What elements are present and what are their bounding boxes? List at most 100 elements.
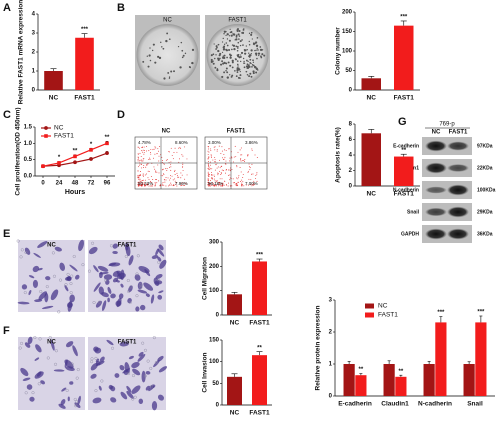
flow-event [209,182,211,184]
flow-event [213,176,215,178]
colony [223,71,226,74]
legend-label: NC [378,303,388,310]
colony [243,62,245,64]
colony [231,74,234,77]
blot-band [447,141,469,151]
flow-event [137,175,139,177]
cell [141,370,146,383]
significance: * [58,155,61,161]
colony [151,49,154,52]
colony [210,54,213,57]
flow-event [147,177,149,179]
flow-event [154,183,156,185]
colony [191,61,194,65]
colony [251,65,253,68]
colony [226,44,229,47]
flow-event [143,165,145,166]
cell [157,256,162,262]
flow-event [245,184,247,186]
flow-event [141,147,143,148]
flow-event [207,161,209,163]
pore [74,404,78,408]
y-tick-label: 2 [329,330,333,336]
flow-event [170,184,172,186]
flow-event [240,154,242,156]
significance: *** [477,310,485,316]
colony [236,28,239,31]
flow-event [240,147,242,149]
colony [168,77,171,79]
flow-event [211,156,213,158]
flow-event [255,177,257,179]
colony [240,51,244,55]
cell [128,255,134,266]
cell [119,341,130,347]
flow-event [218,185,220,187]
colony [243,28,245,30]
colony [225,42,228,44]
panel-letter: F [3,325,10,337]
significance: *** [400,15,408,21]
flow-event [139,181,141,183]
colony [238,38,240,40]
flow-event [165,185,167,187]
pore [19,255,23,259]
flow-event [138,147,140,149]
flow-event [158,155,160,157]
colony [221,60,224,63]
cell [95,300,102,308]
colony [245,59,248,62]
flow-event [207,184,209,186]
flow-event [223,154,225,156]
flow-event [237,178,239,180]
flow-event [251,149,253,151]
colony [239,44,242,47]
colony [223,48,225,50]
panel-letter: C [3,109,11,121]
cell [27,336,33,345]
flow-event [208,146,210,148]
flow-event [165,177,167,178]
cell [98,385,102,391]
flow-event [148,171,150,172]
colony [254,49,256,52]
flow-event [162,168,164,170]
colony [257,49,259,51]
flow-event [145,179,147,181]
flow-event [158,160,160,162]
cell [112,250,118,255]
pore [141,341,145,345]
flow-event [169,179,171,181]
y-axis-label: Apoptosis rate(%) [335,127,342,183]
cell [78,239,85,252]
flow-event [234,145,236,147]
colony [250,75,253,78]
flow-event [168,185,170,187]
y-tick-label: 8 [349,122,353,128]
flow-event [242,174,244,175]
colony [229,74,231,76]
protein-label: Snail [407,209,420,215]
flow-event [208,183,210,185]
pore [135,272,139,276]
cell [145,371,151,375]
x-tick-label: 96 [104,181,111,187]
flow-event [169,184,171,186]
flow-event [161,169,163,171]
pore [133,395,137,399]
colony [258,52,261,55]
flow-event [227,185,229,187]
colony [160,41,162,44]
flow-event [154,153,156,155]
flow-event [149,157,150,159]
bar [361,133,381,186]
blot-band [425,162,447,174]
flow-event [180,185,182,187]
flow-event [142,160,144,162]
pore [66,272,70,276]
flow-event [256,172,258,174]
panel-letter: E [3,228,10,240]
cell [41,305,54,310]
colony [260,56,263,58]
colony [250,31,253,34]
